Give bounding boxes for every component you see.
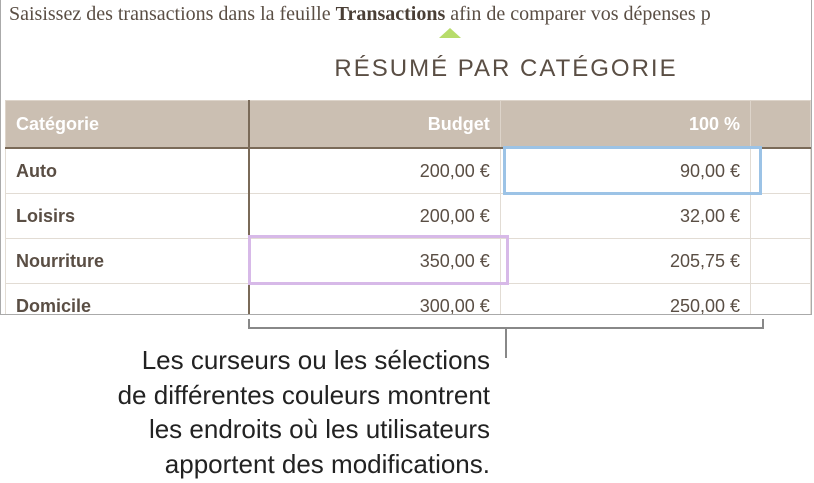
callout-line-1: Les curseurs ou les sélections — [141, 345, 490, 375]
header-empty[interactable] — [750, 100, 811, 149]
cell-category[interactable]: Domicile — [5, 283, 251, 314]
transactions-sheet-name: Transactions — [335, 3, 446, 25]
cell-empty[interactable] — [750, 193, 811, 239]
purple-collaborator-selection — [248, 235, 509, 285]
blue-collaborator-selection — [503, 146, 762, 195]
intro-text-start: Saisissez des transactions dans la feuil… — [9, 3, 336, 25]
cell-amount[interactable]: 32,00 € — [499, 193, 752, 239]
header-budget[interactable]: Budget — [248, 100, 501, 149]
cell-category[interactable]: Nourriture — [5, 238, 251, 284]
cell-empty[interactable] — [750, 238, 811, 284]
callout-line-4: apportent des modifications. — [164, 448, 490, 479]
cell-amount[interactable]: 250,00 € — [499, 283, 752, 314]
intro-text-end: afin de comparer vos dépenses p — [445, 3, 711, 25]
table-title: RÉSUMÉ PAR CATÉGORIE — [334, 55, 678, 82]
cell-budget[interactable]: 200,00 € — [248, 147, 501, 194]
spreadsheet-screenshot: Saisissez des transactions dans la feuil… — [0, 0, 812, 315]
callout-line — [505, 327, 507, 358]
cell-budget[interactable]: 300,00 € — [248, 283, 501, 314]
collaborator-pointer-icon — [439, 28, 461, 38]
table-row: Loisirs 200,00 € 32,00 € — [5, 193, 811, 239]
cell-budget[interactable]: 350,00 € — [248, 238, 501, 284]
cell-empty[interactable] — [750, 283, 811, 314]
cell-category[interactable]: Auto — [5, 147, 251, 194]
intro-text: Saisissez des transactions dans la feuil… — [9, 3, 711, 26]
table-row: Domicile 300,00 € 250,00 € — [5, 283, 811, 314]
table-row: Nourriture 350,00 € 205,75 € — [5, 238, 811, 284]
cell-amount[interactable]: 205,75 € — [499, 238, 752, 284]
header-category[interactable]: Catégorie — [5, 100, 251, 149]
callout-line-3: les endroits où les utilisateurs — [148, 414, 490, 444]
summary-table: Catégorie Budget 100 % Auto 200,00 € 90,… — [5, 100, 811, 314]
cell-category[interactable]: Loisirs — [5, 193, 251, 239]
header-percent[interactable]: 100 % — [499, 100, 752, 149]
callout-line-2: de différentes couleurs montrent — [117, 379, 490, 410]
table-row: Auto 200,00 € 90,00 € — [5, 147, 811, 194]
header-row: Catégorie Budget 100 % — [5, 100, 811, 149]
callout-text: Les curseurs ou les sélections de différ… — [118, 343, 490, 481]
cell-budget[interactable]: 200,00 € — [248, 193, 501, 239]
